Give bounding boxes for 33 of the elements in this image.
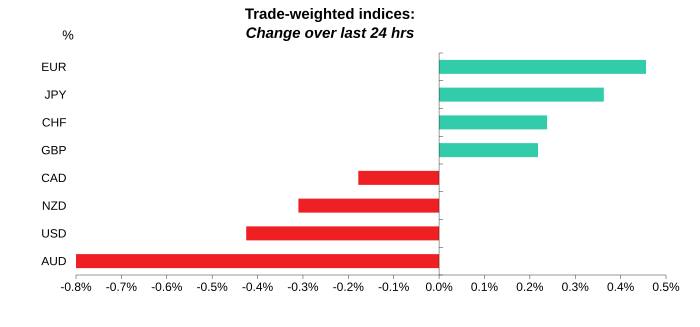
x-tick-label: -0.7% (106, 282, 137, 291)
y-tick-label: CHF (42, 118, 66, 127)
bar (439, 143, 538, 158)
y-axis-title: % (62, 30, 74, 40)
bar (246, 226, 440, 240)
y-tick-label: JPY (44, 90, 66, 99)
x-tick-label: 0.3% (562, 282, 588, 291)
y-tick-label: AUD (41, 256, 66, 266)
x-tick-label: -0.8% (60, 282, 92, 291)
x-tick-label: -0.5% (197, 282, 228, 291)
bar (76, 254, 440, 268)
x-tick-label: -0.3% (288, 282, 318, 291)
x-tick-label: 0.0% (426, 282, 452, 291)
bar (439, 60, 646, 74)
y-tick-label: USD (42, 229, 66, 238)
bar (439, 115, 548, 130)
x-tick-label: 0.5% (652, 282, 680, 291)
x-tick-label: -0.4% (242, 282, 273, 291)
y-tick-label: GBP (42, 146, 66, 154)
x-tick-label: 0.2% (516, 282, 544, 291)
y-tick-label: EUR (42, 62, 66, 72)
x-tick-label: -0.1% (378, 282, 409, 291)
bar (298, 198, 440, 213)
x-tick-label: -0.6% (152, 282, 182, 291)
x-tick-label: -0.2% (333, 282, 364, 291)
bar (358, 170, 440, 185)
y-tick-label: CAD (42, 174, 66, 182)
x-tick-label: 0.1% (471, 282, 498, 291)
bar (439, 88, 604, 102)
chart-title: Trade-weighted indices: (245, 8, 414, 22)
y-tick-label: NZD (42, 202, 66, 210)
chart-subtitle: Change over last 24 hrs (246, 27, 414, 41)
x-tick-label: 0.4% (607, 282, 634, 291)
